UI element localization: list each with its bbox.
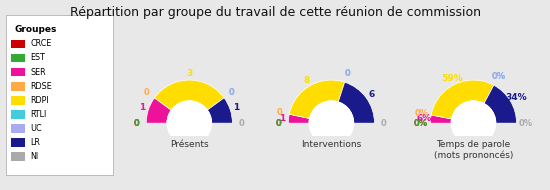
Text: Interventions: Interventions: [301, 140, 361, 149]
Wedge shape: [207, 98, 232, 123]
FancyBboxPatch shape: [11, 54, 25, 63]
Circle shape: [452, 101, 496, 145]
Text: UC: UC: [30, 124, 42, 133]
Text: 0: 0: [276, 119, 282, 128]
Text: RDPI: RDPI: [30, 96, 49, 105]
Wedge shape: [289, 80, 345, 119]
Circle shape: [452, 101, 496, 145]
Wedge shape: [484, 85, 516, 123]
Text: 8: 8: [304, 76, 310, 85]
Text: 0: 0: [134, 119, 140, 128]
Text: 0: 0: [277, 108, 283, 117]
FancyBboxPatch shape: [11, 40, 25, 48]
Text: 0: 0: [144, 88, 150, 97]
Text: 0%: 0%: [491, 72, 505, 81]
Text: 0%: 0%: [491, 72, 505, 81]
Wedge shape: [288, 114, 310, 123]
FancyBboxPatch shape: [11, 82, 25, 90]
Circle shape: [309, 101, 354, 145]
Text: 1: 1: [139, 103, 145, 112]
Text: NI: NI: [30, 152, 38, 161]
Text: 0%: 0%: [519, 119, 533, 128]
Text: Temps de parole
(mots prononcés): Temps de parole (mots prononcés): [434, 140, 513, 160]
Text: 59%: 59%: [442, 74, 463, 83]
FancyBboxPatch shape: [11, 138, 25, 147]
Text: 0: 0: [345, 69, 350, 78]
Wedge shape: [155, 80, 224, 110]
Text: 0: 0: [381, 119, 387, 128]
FancyBboxPatch shape: [11, 110, 25, 119]
Text: 1: 1: [279, 113, 285, 123]
Bar: [130, 123, 248, 182]
Text: SER: SER: [30, 67, 46, 77]
Circle shape: [167, 101, 211, 145]
Text: 6%: 6%: [417, 114, 432, 123]
Text: 0%: 0%: [415, 109, 429, 118]
Text: 34%: 34%: [505, 93, 527, 102]
Wedge shape: [431, 80, 494, 119]
FancyBboxPatch shape: [11, 96, 25, 104]
Circle shape: [309, 101, 354, 145]
Text: 0: 0: [229, 88, 235, 97]
Text: Répartition par groupe du travail de cette réunion de commission: Répartition par groupe du travail de cet…: [69, 6, 481, 19]
Text: Présents: Présents: [170, 140, 208, 149]
FancyBboxPatch shape: [11, 68, 25, 77]
Text: EST: EST: [30, 53, 45, 63]
Text: RDSE: RDSE: [30, 82, 52, 91]
Wedge shape: [431, 115, 452, 123]
Text: CRCE: CRCE: [30, 40, 52, 48]
Text: Groupes: Groupes: [14, 25, 57, 34]
Wedge shape: [146, 98, 172, 123]
Text: 0: 0: [276, 119, 282, 128]
Text: RTLI: RTLI: [30, 110, 46, 119]
Text: LR: LR: [30, 138, 40, 147]
Text: 0: 0: [134, 119, 140, 128]
Text: 3: 3: [186, 69, 192, 78]
Text: 6: 6: [368, 90, 375, 99]
Text: 0%: 0%: [414, 119, 428, 128]
Circle shape: [167, 101, 211, 145]
Text: 0: 0: [229, 88, 235, 97]
Text: 0: 0: [239, 119, 245, 128]
FancyBboxPatch shape: [11, 152, 25, 161]
Text: 0%: 0%: [414, 119, 428, 128]
Bar: [273, 123, 390, 182]
Wedge shape: [338, 82, 375, 123]
FancyBboxPatch shape: [11, 124, 25, 133]
Text: 0: 0: [345, 69, 350, 78]
Text: 1: 1: [233, 103, 239, 112]
Bar: [415, 123, 532, 182]
